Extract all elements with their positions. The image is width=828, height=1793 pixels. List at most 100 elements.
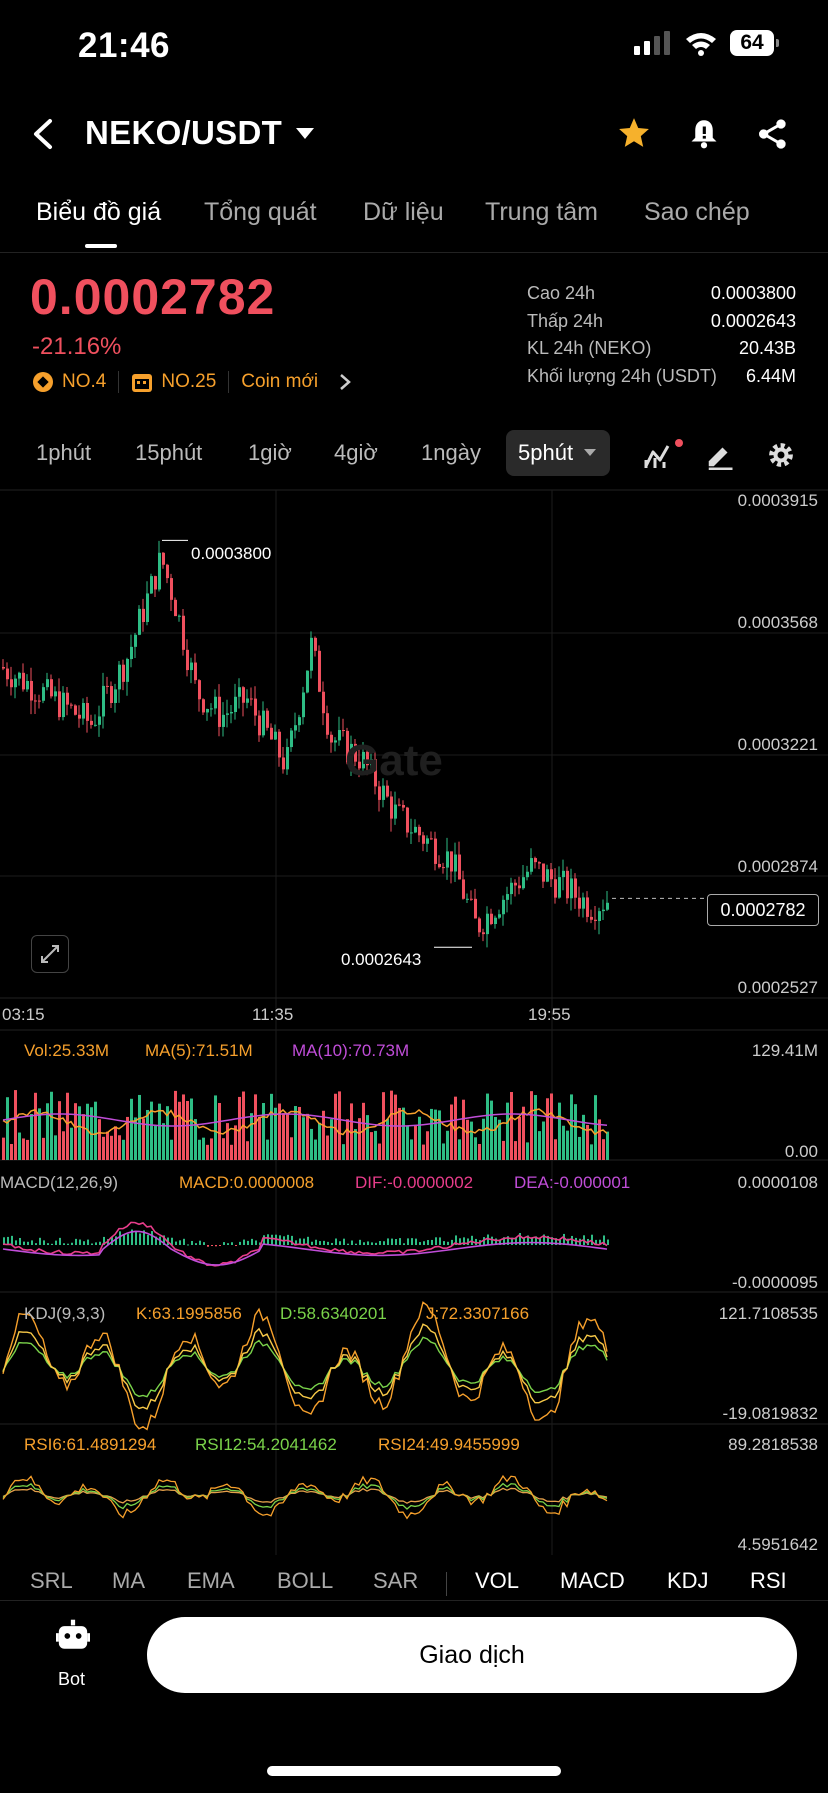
volume-bar xyxy=(590,1144,593,1160)
volume-bar xyxy=(366,1115,369,1160)
fullscreen-button[interactable] xyxy=(31,935,69,973)
macd-histogram-bar xyxy=(183,1238,185,1245)
macd-histogram-bar xyxy=(91,1243,93,1245)
trade-button[interactable]: Giao dịch xyxy=(147,1617,797,1693)
back-icon[interactable] xyxy=(30,118,56,150)
volume-bar xyxy=(394,1094,397,1160)
tab-overview[interactable]: Tổng quát xyxy=(204,198,317,226)
volume-bar xyxy=(498,1119,501,1160)
candle-body xyxy=(470,898,473,900)
candle-body xyxy=(342,730,345,732)
rank-calendar-icon xyxy=(132,374,153,392)
macd-dea: DEA:-0.000001 xyxy=(514,1173,631,1192)
candle-body xyxy=(170,578,173,600)
candle-body xyxy=(350,743,353,763)
macd-histogram-bar xyxy=(327,1241,329,1245)
macd-histogram-bar xyxy=(355,1243,357,1245)
kline-chart[interactable] xyxy=(0,0,828,1580)
volume-bar xyxy=(278,1103,281,1160)
volume-bar xyxy=(6,1097,9,1160)
tab-center[interactable]: Trung tâm xyxy=(485,198,599,226)
timeframe-1h[interactable]: 1giờ xyxy=(248,440,292,465)
kdj-k-line xyxy=(2,1323,608,1410)
volume-bar xyxy=(218,1103,221,1160)
volume-bar xyxy=(150,1101,153,1160)
candle-body xyxy=(330,734,333,743)
candle-body xyxy=(582,897,585,909)
candle-body xyxy=(2,667,5,669)
indicator-tab-rsi[interactable]: RSI xyxy=(750,1568,787,1593)
wifi-icon xyxy=(686,33,716,56)
status-icons: 64 xyxy=(634,30,779,56)
tab-copy[interactable]: Sao chép xyxy=(644,198,750,226)
volume-bar xyxy=(210,1138,213,1160)
chevron-right-icon[interactable] xyxy=(338,372,352,392)
kdj-max-label: 121.7108535 xyxy=(718,1304,818,1323)
candle-body xyxy=(26,680,29,690)
indicator-icon[interactable] xyxy=(643,438,685,470)
timeframe-15m[interactable]: 15phút xyxy=(135,440,203,465)
macd-histogram-bar xyxy=(191,1240,193,1245)
macd-histogram-bar xyxy=(571,1235,573,1245)
kdj-k: K:63.1995856 xyxy=(136,1304,242,1323)
candle-body xyxy=(110,686,113,703)
volume-bar xyxy=(374,1130,377,1160)
macd-histogram-bar xyxy=(547,1235,549,1245)
indicator-tab-sar[interactable]: SAR xyxy=(373,1568,419,1593)
share-icon[interactable] xyxy=(757,118,789,150)
candle-body xyxy=(334,740,337,743)
indicator-tab-boll[interactable]: BOLL xyxy=(277,1568,334,1593)
macd-histogram-bar xyxy=(599,1239,601,1245)
timeframe-4h[interactable]: 4giờ xyxy=(334,440,378,465)
bot-label[interactable]: Bot xyxy=(58,1669,86,1689)
volume-bar xyxy=(330,1119,333,1160)
candle-body xyxy=(122,664,125,682)
indicator-tab-ma[interactable]: MA xyxy=(112,1568,145,1593)
tab-chart[interactable]: Biểu đồ giá xyxy=(36,198,162,226)
macd-histogram-bar xyxy=(23,1241,25,1245)
draw-pen-icon[interactable] xyxy=(705,440,735,470)
star-icon[interactable] xyxy=(616,116,652,150)
macd-histogram-bar xyxy=(459,1238,461,1245)
timeframe-1m[interactable]: 1phút xyxy=(36,440,92,465)
bot-robot-icon[interactable] xyxy=(56,1619,90,1653)
candle-body xyxy=(566,870,569,899)
macd-histogram-bar xyxy=(147,1234,149,1245)
candle-body xyxy=(270,727,273,740)
indicator-tab-vol[interactable]: VOL xyxy=(475,1568,520,1593)
new-coin-link[interactable]: Coin mới xyxy=(241,371,319,392)
macd-histogram-bar xyxy=(603,1235,605,1245)
indicator-tab-macd[interactable]: MACD xyxy=(560,1568,625,1593)
volume-bar xyxy=(554,1139,557,1160)
settings-gear-icon[interactable] xyxy=(766,440,796,470)
timeframe-dropdown-icon[interactable] xyxy=(584,449,596,457)
timeframe-selected[interactable] xyxy=(506,430,610,476)
volume-bar xyxy=(94,1101,97,1160)
volume-bar xyxy=(314,1139,317,1160)
macd-histogram-bar xyxy=(543,1234,545,1245)
indicator-tab-srl[interactable]: SRL xyxy=(30,1568,73,1593)
pair-dropdown-icon[interactable] xyxy=(296,128,314,140)
candle-body xyxy=(66,692,69,705)
macd-histogram-bar xyxy=(15,1240,17,1245)
volume-bar xyxy=(74,1103,77,1160)
macd-histogram-bar xyxy=(75,1238,77,1245)
pair-title[interactable]: NEKO/USDT xyxy=(85,114,283,151)
macd-histogram-bar xyxy=(447,1241,449,1245)
timeframe-5m[interactable]: 5phút xyxy=(518,440,574,465)
volume-bar xyxy=(166,1106,169,1160)
timeframe-1d[interactable]: 1ngày xyxy=(421,440,481,465)
vol-min-label: 0.00 xyxy=(784,1142,818,1161)
price-alert-icon[interactable] xyxy=(689,117,719,151)
candle-body xyxy=(150,576,153,594)
candle-body xyxy=(266,710,269,728)
indicator-tab-ema[interactable]: EMA xyxy=(187,1568,235,1593)
candle-body xyxy=(474,898,477,919)
indicator-tab-kdj[interactable]: KDJ xyxy=(667,1568,709,1593)
macd-histogram-bar xyxy=(303,1238,305,1245)
candle-body xyxy=(514,882,517,886)
macd-histogram-bar xyxy=(515,1238,517,1245)
candle-body xyxy=(430,838,433,840)
tab-data[interactable]: Dữ liệu xyxy=(363,198,444,226)
volume-bar xyxy=(142,1118,145,1160)
